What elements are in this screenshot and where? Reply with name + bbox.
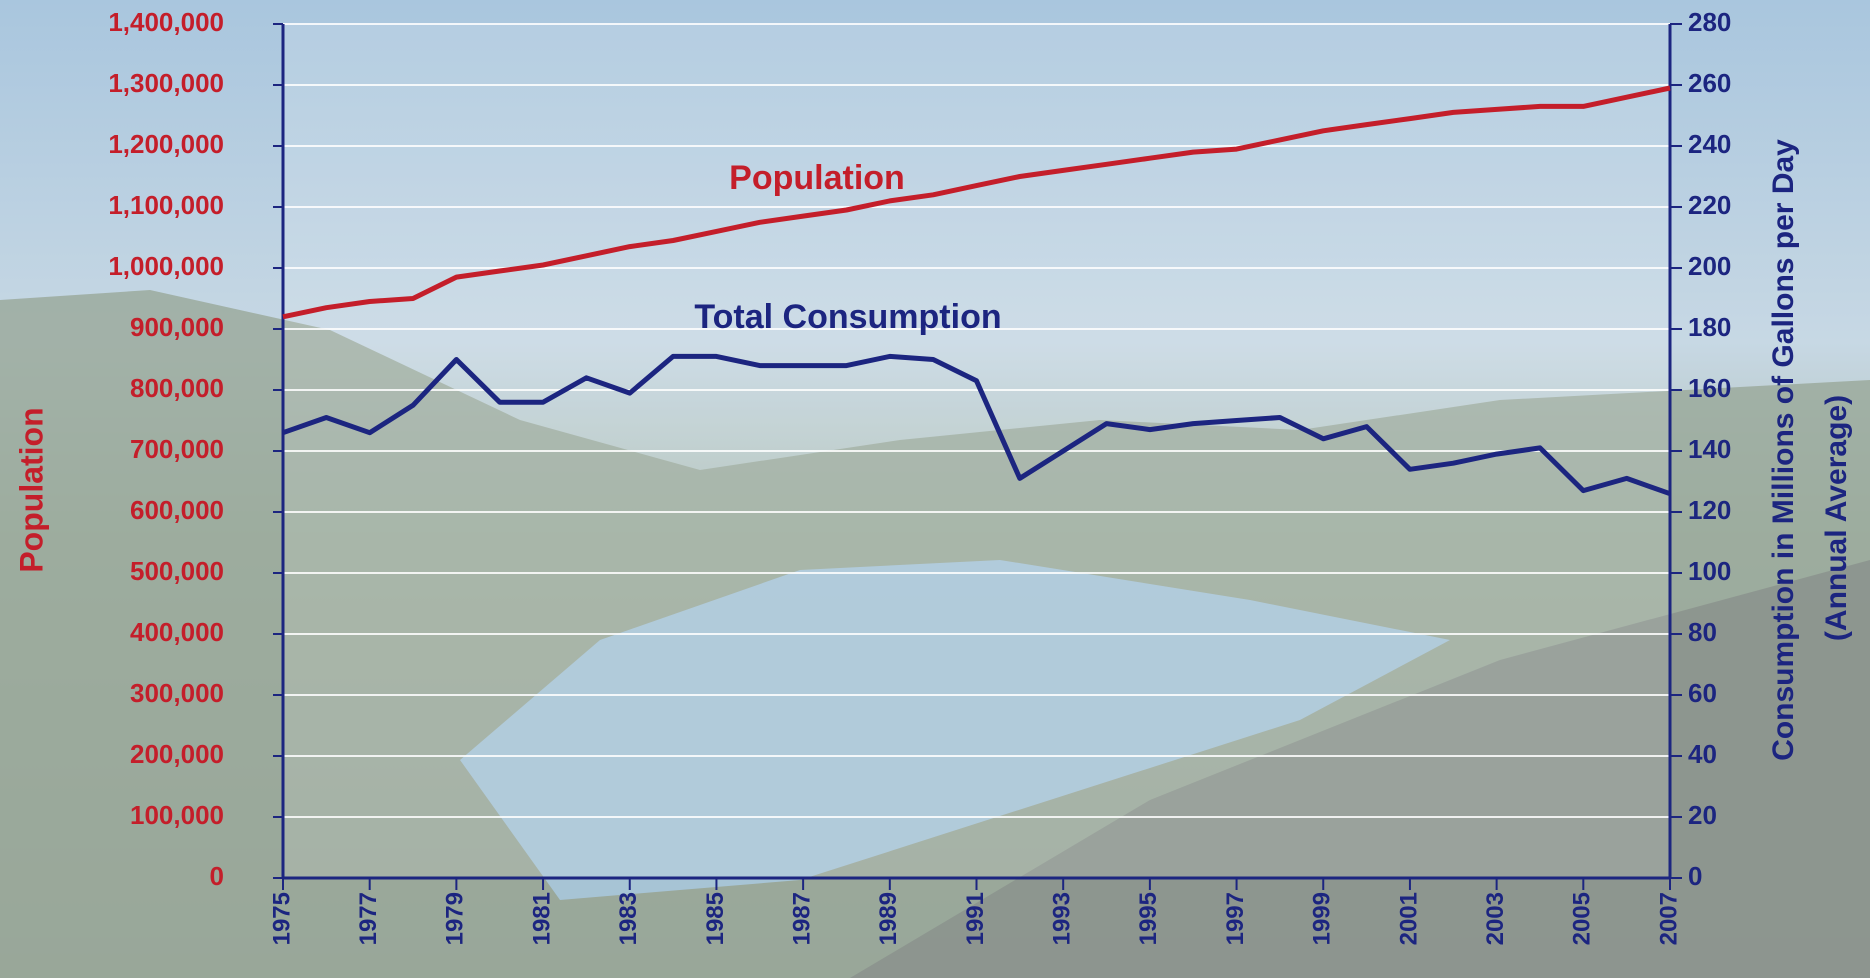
series-label: Population <box>729 159 905 197</box>
x-tick-label: 1997 <box>1222 892 1249 945</box>
y-tick-label: 200,000 <box>130 739 224 769</box>
x-tick-label: 1993 <box>1049 892 1076 945</box>
y-tick-label: 100,000 <box>130 800 224 830</box>
y2-tick-label: 160 <box>1688 373 1731 403</box>
y2-tick-label: 260 <box>1688 68 1731 98</box>
y2-tick-label: 240 <box>1688 129 1731 159</box>
y-tick-label: 400,000 <box>130 617 224 647</box>
y2-tick-label: 0 <box>1688 861 1702 891</box>
y2-tick-label: 280 <box>1688 7 1731 37</box>
y2-tick-label: 20 <box>1688 800 1717 830</box>
x-tick-label: 2007 <box>1655 892 1682 945</box>
y2-axis-title: Consumption in Millions of Gallons per D… <box>1767 139 1800 761</box>
y2-tick-label: 60 <box>1688 678 1717 708</box>
chart: 0 100,000 200,000 300,000 400,000 500,000 600,… <box>0 0 1870 978</box>
y2-tick-label: 80 <box>1688 617 1717 647</box>
y-tick-label: 0 <box>210 861 224 891</box>
x-tick-label: 1981 <box>528 892 555 945</box>
series-label: Total Consumption <box>694 298 1001 336</box>
y2-tick-label: 180 <box>1688 312 1731 342</box>
y-tick-label: 600,000 <box>130 495 224 525</box>
x-tick-label: 1979 <box>442 892 469 945</box>
x-tick-label: 1975 <box>268 892 295 945</box>
y2-axis-title: (Annual Average) <box>1820 395 1853 641</box>
y-tick-label: 1,100,000 <box>108 190 224 220</box>
x-tick-label: 1983 <box>615 892 642 945</box>
x-tick-label: 1999 <box>1309 892 1336 945</box>
y-tick-label: 1,200,000 <box>108 129 224 159</box>
y2-tick-label: 220 <box>1688 190 1731 220</box>
y2-tick-label: 40 <box>1688 739 1717 769</box>
x-tick-label: 2001 <box>1395 892 1422 945</box>
x-tick-label: 2003 <box>1482 892 1509 945</box>
y-tick-label: 1,000,000 <box>108 251 224 281</box>
x-tick-label: 1985 <box>702 892 729 945</box>
y-tick-label: 700,000 <box>130 434 224 464</box>
x-tick-label: 1987 <box>788 892 815 945</box>
y2-tick-label: 100 <box>1688 556 1731 586</box>
y-tick-label: 900,000 <box>130 312 224 342</box>
y2-tick-label: 200 <box>1688 251 1731 281</box>
y-tick-label: 500,000 <box>130 556 224 586</box>
y2-tick-label: 120 <box>1688 495 1731 525</box>
x-tick-label: 1995 <box>1135 892 1162 945</box>
x-tick-label: 1989 <box>875 892 902 945</box>
x-tick-label: 2005 <box>1569 892 1596 945</box>
x-tick-label: 1977 <box>355 892 382 945</box>
y-axis-title: Population <box>13 407 49 572</box>
y-tick-label: 1,400,000 <box>108 7 224 37</box>
y-tick-label: 800,000 <box>130 373 224 403</box>
y-tick-label: 1,300,000 <box>108 68 224 98</box>
x-tick-label: 1991 <box>962 892 989 945</box>
y2-tick-label: 140 <box>1688 434 1731 464</box>
y-tick-label: 300,000 <box>130 678 224 708</box>
